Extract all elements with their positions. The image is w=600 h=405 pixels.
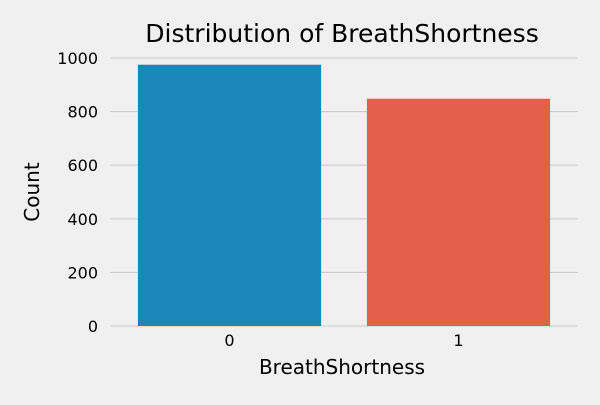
y-tick-labels: 0 200 400 600 800 1000 [57,49,98,336]
bars [137,64,551,327]
chart-title: Distribution of BreathShortness [145,19,538,48]
x-tick-label: 0 [224,331,234,350]
y-tick-label: 0 [88,317,98,336]
bar-1 [366,98,551,327]
x-tick-label: 1 [453,331,463,350]
y-axis-label: Count [20,162,44,222]
y-tick-label: 600 [67,156,98,175]
y-tick-label: 800 [67,103,98,122]
y-tick-label: 200 [67,263,98,282]
y-tick-label: 400 [67,210,98,229]
y-tick-label: 1000 [57,49,98,68]
bar-0 [137,64,322,326]
x-axis-label: BreathShortness [259,355,425,379]
